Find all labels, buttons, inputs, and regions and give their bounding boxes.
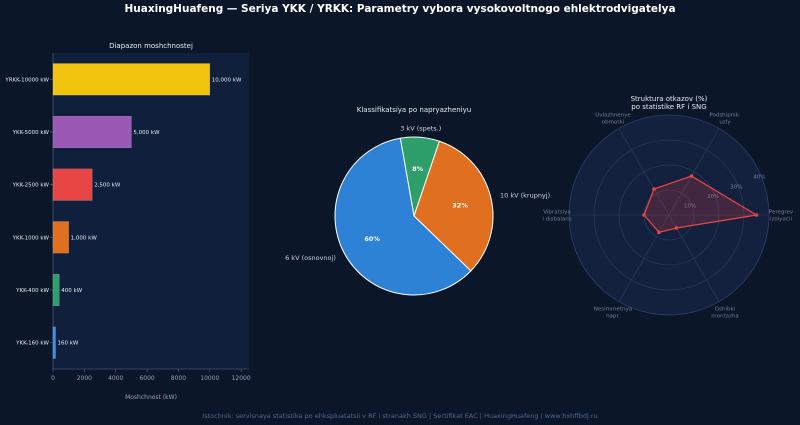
pie-slice-label: 3 kV (spets.) <box>400 124 441 132</box>
bar-chart-title: Diapazon moshchnostej <box>109 42 193 50</box>
bar <box>52 63 211 96</box>
pie-slice <box>413 140 494 272</box>
radar-point <box>642 213 646 217</box>
bar-chart: 0 2000 4000 6000 8000 10000 12000 YKK-160 kW 160… <box>4 53 251 382</box>
radar-r-tick-label: 40% <box>753 175 765 181</box>
pie-pct-label: 32% <box>452 201 468 209</box>
bar-data-label: 10,000 kW <box>212 77 242 83</box>
radar-spoke <box>618 214 670 302</box>
pie-pct-label: 60% <box>364 235 380 243</box>
pie-slice-label: 6 kV (osnovnoj) <box>285 254 336 262</box>
bar-category-label: YRKK-10000 kW <box>4 77 49 83</box>
radar-axis-label: Uvlazhnenye obmotki <box>595 113 631 126</box>
bar-data-label: 400 kW <box>61 288 82 294</box>
radar-chart: 10% 20% 30% 40% Peregrev izolyacii Podshipnik.… <box>542 113 794 320</box>
bar-category-label: YKK-5000 kW <box>12 130 50 136</box>
radar-r-tick-label: 10% <box>684 203 696 209</box>
radar-axis-label: Nesimmetriya napr. <box>594 306 633 319</box>
bar <box>52 274 60 307</box>
bar-chart-xlabel: Moshchnost (kW) <box>125 394 177 401</box>
pie-slice-label: 10 kV (krupnyj) <box>500 192 550 200</box>
radar-r-tick-label: 20% <box>707 194 719 200</box>
pie-pct-label: 8% <box>412 165 424 173</box>
radar-point <box>652 187 656 191</box>
radar-axis-label: Podshipnik. uzly <box>709 113 741 126</box>
bar-x-tick-label: 0 <box>51 375 55 382</box>
bar-data-label: 1,000 kW <box>71 235 98 241</box>
bar-data-label: 5,000 kW <box>133 130 160 136</box>
radar-r-tick-label: 30% <box>730 184 742 190</box>
bar-category-label: YKK-1000 kW <box>12 235 50 241</box>
bar-category-label: YKK-2500 kW <box>12 183 50 189</box>
bar-data-label: 160 kW <box>58 341 79 347</box>
bar <box>52 326 56 359</box>
bar-category-label: YKK-400 kW <box>15 288 49 294</box>
pie-chart-title: Klassifikatsiya po napryazheniyu <box>357 106 472 114</box>
bar-x-tick-label: 2000 <box>77 375 92 382</box>
radar-axis-label: Oshibki montazha <box>711 306 738 319</box>
radar-point <box>674 226 679 230</box>
radar-point <box>689 174 694 178</box>
bar-data-label: 2,500 kW <box>94 183 121 189</box>
bar-x-tick-label: 10000 <box>200 375 219 382</box>
bar <box>52 221 69 254</box>
page-title: HuaxingHuafeng — Seriya YKK / YRKK: Para… <box>124 3 676 15</box>
bar-category-label: YKK-160 kW <box>15 341 49 347</box>
bar-x-tick-label: 12000 <box>232 375 251 382</box>
radar-point <box>754 213 759 217</box>
bar-chart-plot-area <box>53 53 249 369</box>
pie-chart: 8% 3 kV (spets.) 32% 10 kV (krupnyj) 60% 6 kV… <box>285 124 550 296</box>
bar-x-tick-label: 4000 <box>108 375 123 382</box>
bar <box>52 115 132 148</box>
bar-x-tick-label: 8000 <box>171 375 186 382</box>
radar-chart-title: Struktura otkazov (%) <box>631 95 708 103</box>
radar-axis-label: Vibratsiya i disbalans <box>542 210 571 223</box>
source-note: Istochnik: servisnaya statistika po ehks… <box>202 412 598 420</box>
bar <box>52 168 93 201</box>
radar-chart-title-line2: po statistike RF i SNG <box>631 103 706 111</box>
radar-spoke <box>618 128 670 216</box>
radar-spoke <box>668 128 720 216</box>
bar-x-tick-label: 6000 <box>139 375 154 382</box>
pie-slice <box>334 137 472 296</box>
radar-axis-label: Peregrev izolyacii <box>769 210 794 223</box>
radar-point <box>657 230 661 235</box>
